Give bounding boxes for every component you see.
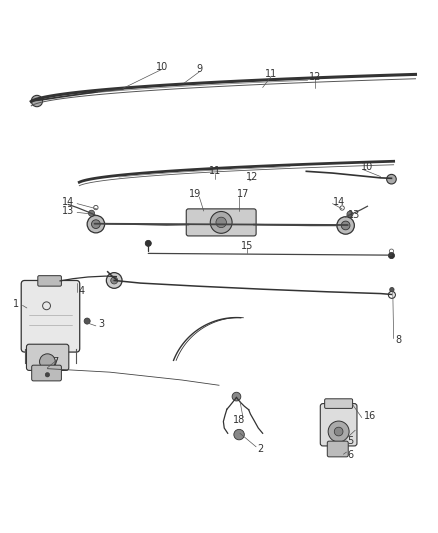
Text: 10: 10: [156, 61, 168, 71]
Circle shape: [337, 217, 354, 234]
Circle shape: [84, 318, 90, 324]
FancyBboxPatch shape: [327, 441, 348, 457]
Circle shape: [341, 221, 350, 230]
Circle shape: [216, 217, 226, 228]
Circle shape: [45, 373, 49, 377]
Circle shape: [347, 211, 353, 217]
Text: 10: 10: [361, 162, 374, 172]
Text: 12: 12: [246, 172, 258, 182]
Circle shape: [387, 174, 396, 184]
FancyBboxPatch shape: [38, 276, 61, 286]
Circle shape: [87, 215, 105, 233]
Text: 15: 15: [241, 240, 254, 251]
Text: 4: 4: [78, 286, 85, 295]
Text: 11: 11: [265, 69, 278, 78]
FancyBboxPatch shape: [320, 403, 357, 446]
Text: 2: 2: [258, 444, 264, 454]
Circle shape: [234, 430, 244, 440]
Circle shape: [389, 253, 395, 259]
Text: 14: 14: [333, 197, 345, 207]
Circle shape: [92, 220, 100, 229]
FancyBboxPatch shape: [325, 399, 353, 408]
Text: 13: 13: [62, 206, 74, 216]
Text: 11: 11: [208, 166, 221, 176]
Text: 13: 13: [348, 210, 360, 220]
Text: 19: 19: [189, 189, 201, 199]
FancyBboxPatch shape: [26, 344, 69, 370]
Text: 1: 1: [13, 298, 19, 309]
Text: 9: 9: [196, 64, 202, 74]
Text: 7: 7: [52, 357, 58, 367]
Text: 12: 12: [309, 71, 321, 82]
FancyBboxPatch shape: [32, 365, 61, 381]
Text: 3: 3: [98, 319, 104, 329]
Text: 5: 5: [347, 436, 353, 446]
Circle shape: [328, 421, 349, 442]
Circle shape: [232, 392, 241, 401]
Text: 8: 8: [395, 335, 401, 345]
Text: 16: 16: [364, 411, 376, 421]
Text: 18: 18: [233, 415, 245, 425]
FancyBboxPatch shape: [21, 280, 80, 352]
Text: 14: 14: [62, 197, 74, 207]
Circle shape: [145, 240, 151, 246]
Circle shape: [31, 95, 42, 107]
Circle shape: [390, 287, 394, 292]
FancyBboxPatch shape: [186, 209, 256, 236]
Circle shape: [39, 354, 55, 369]
Text: 6: 6: [347, 450, 353, 460]
Circle shape: [334, 427, 343, 436]
Circle shape: [106, 272, 122, 288]
Text: 17: 17: [237, 189, 249, 199]
Circle shape: [111, 277, 118, 284]
Circle shape: [88, 210, 95, 216]
Circle shape: [210, 212, 232, 233]
